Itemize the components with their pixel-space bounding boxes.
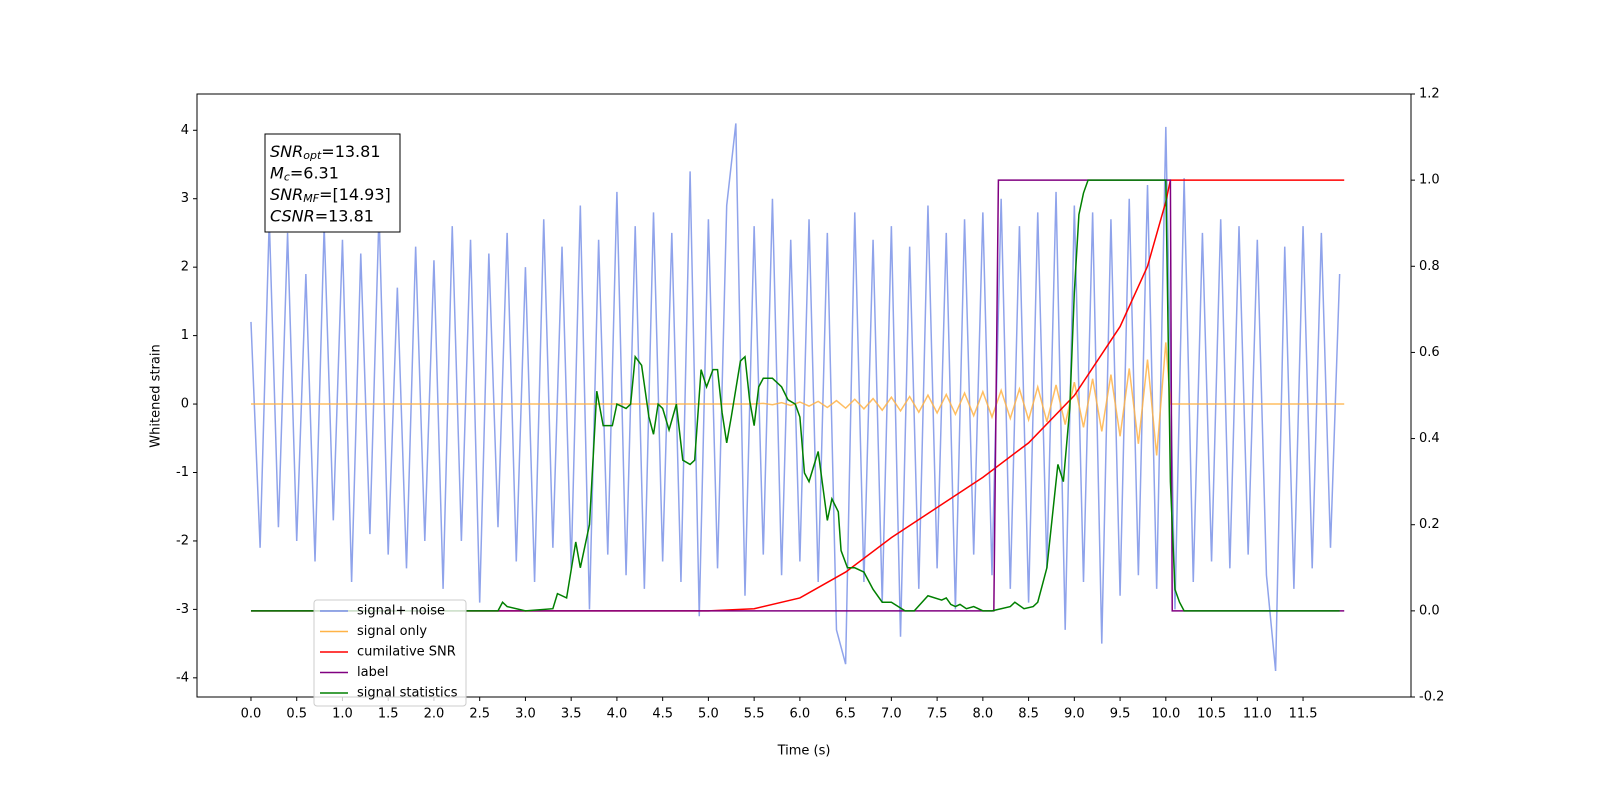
x-axis-label: Time (s) (777, 744, 831, 759)
annotation-subscript: MF (303, 192, 319, 205)
x-tick-label: 8.5 (1018, 707, 1039, 722)
x-tick-label: 7.0 (881, 707, 902, 722)
x-tick-label: 0.0 (241, 707, 262, 722)
series-line (250, 123, 1341, 672)
x-tick-label: 6.5 (835, 707, 856, 722)
y-tick-label: -1 (176, 465, 189, 480)
annotation-symbol: SNR (270, 185, 303, 204)
annotation-value: =13.81 (321, 142, 380, 161)
legend-label: signal statistics (357, 686, 458, 701)
x-tick-label: 8.0 (973, 707, 994, 722)
y2-tick-label: 0.0 (1419, 603, 1440, 618)
annotation: Mc=6.31 (270, 163, 339, 184)
x-tick-label: 11.0 (1243, 707, 1272, 722)
series-line (250, 179, 1340, 612)
x-tick-label: 3.5 (561, 707, 582, 722)
x-tick-label: 7.5 (927, 707, 948, 722)
x-tick-label: 5.5 (744, 707, 765, 722)
annotation-subscript: opt (303, 149, 322, 162)
x-tick-label: 1.0 (332, 707, 353, 722)
y2-tick-label: 1.2 (1419, 87, 1440, 102)
legend-label: label (357, 665, 388, 680)
x-tick-label: 2.5 (469, 707, 490, 722)
plot-frame (196, 93, 1412, 698)
annotation-value: =13.81 (315, 206, 374, 225)
annotation: SNRopt=13.81 (270, 142, 381, 163)
legend-label: signal+ noise (357, 604, 445, 619)
x-tick-label: 11.5 (1289, 707, 1318, 722)
y-tick-label: -2 (176, 533, 189, 548)
x-tick-label: 10.5 (1197, 707, 1226, 722)
x-tick-label: 10.0 (1151, 707, 1180, 722)
x-tick-label: 4.5 (652, 707, 673, 722)
annotation-box: SNRopt=13.81Mc=6.31SNRMF=[14.93]CSNR=13.… (264, 133, 401, 233)
x-tick-label: 9.5 (1110, 707, 1131, 722)
legend-label: signal only (357, 624, 427, 639)
annotation: SNRMF=[14.93] (270, 185, 391, 206)
legend: signal+ noise signal only cumilative SNR la… (313, 599, 467, 707)
y2-tick-label: 0.2 (1419, 517, 1440, 532)
y-tick-label: -3 (176, 602, 189, 617)
y-tick-label: 0 (181, 397, 189, 412)
y2-tick-label: 1.0 (1419, 173, 1440, 188)
annotation-symbol: SNR (270, 142, 303, 161)
y-tick-label: -4 (176, 670, 189, 685)
annotation-symbol: CSNR (270, 206, 315, 225)
y2-tick-label: 0.6 (1419, 345, 1440, 360)
y2-tick-label: 0.8 (1419, 259, 1440, 274)
y-tick-label: 2 (181, 260, 189, 275)
y-tick-label: 1 (181, 328, 189, 343)
y-tick-label: 3 (181, 191, 189, 206)
x-tick-label: 3.0 (515, 707, 536, 722)
y-axis-label: Whitened strain (149, 344, 164, 447)
y2-tick-label: -0.2 (1419, 690, 1444, 705)
x-tick-label: 5.0 (698, 707, 719, 722)
y-tick-label: 4 (181, 123, 189, 138)
x-tick-label: 2.0 (424, 707, 445, 722)
series-line (250, 179, 1345, 612)
series-line (250, 342, 1345, 456)
legend-frame (313, 599, 467, 707)
legend-label: cumilative SNR (357, 645, 456, 660)
x-tick-label: 9.0 (1064, 707, 1085, 722)
x-tick-label: 1.5 (378, 707, 399, 722)
annotation-frame (264, 133, 401, 233)
annotation-value: =[14.93] (319, 185, 391, 204)
annotation-subscript: c (284, 171, 290, 184)
annotation-value: =6.31 (290, 163, 339, 182)
annotation-symbol: M (270, 163, 284, 182)
x-tick-label: 0.5 (286, 707, 307, 722)
x-tick-label: 4.0 (607, 707, 628, 722)
y2-tick-label: 0.4 (1419, 431, 1440, 446)
annotation: CSNR=13.81 (270, 206, 374, 225)
x-tick-label: 6.0 (790, 707, 811, 722)
